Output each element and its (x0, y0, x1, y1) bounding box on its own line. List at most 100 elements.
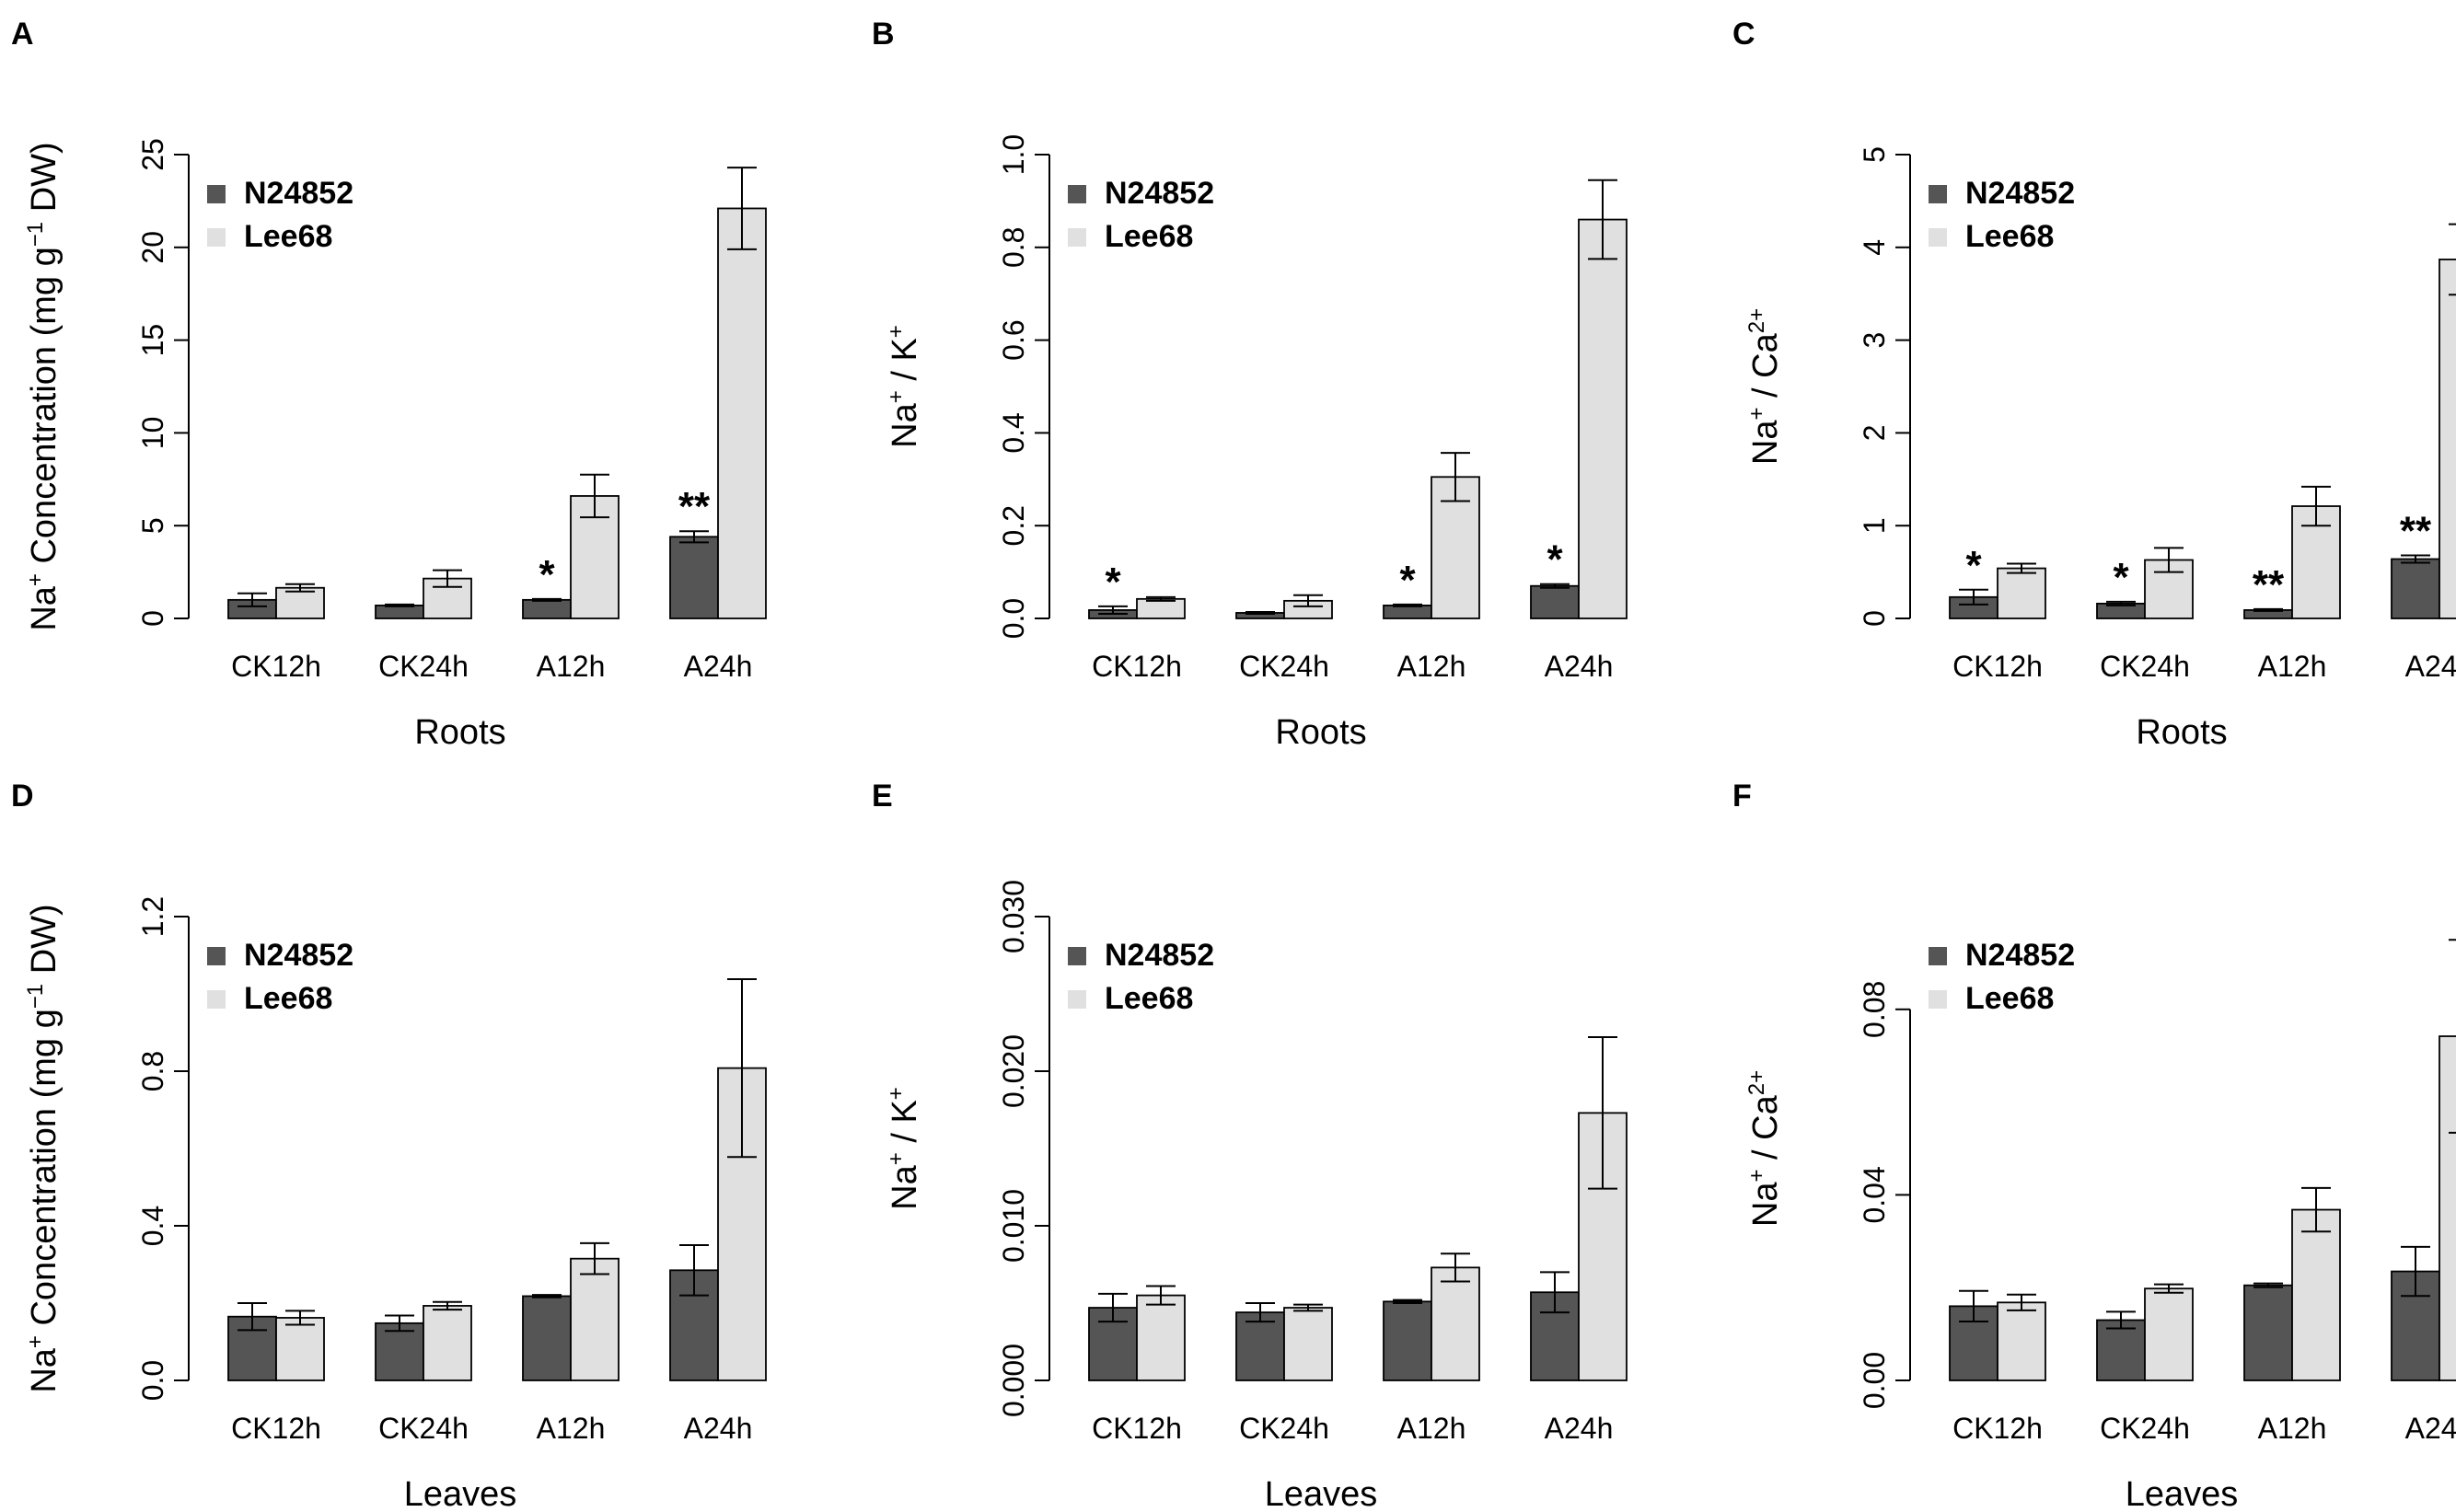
x-tick-label: A24h (2405, 1412, 2456, 1445)
panel-d: D 0.0 0.4 0.8 1.2 Na+ Concentration (mg g−1 D… (11, 779, 767, 1512)
y-tick-label: 15 (136, 324, 169, 357)
significance-marker: ** (678, 484, 711, 529)
bar (2243, 1284, 2293, 1381)
bar (1578, 218, 1628, 619)
legend-label: Lee68 (1105, 981, 1193, 1016)
x-tick-label: CK12h (231, 1412, 321, 1445)
y-title-sup: + (1744, 1170, 1769, 1183)
x-tick-label: CK24h (378, 1412, 469, 1445)
bar (2439, 259, 2456, 619)
bar (1136, 1294, 1186, 1381)
x-tick-label: CK24h (1239, 1412, 1329, 1445)
x-tick-label: A12h (537, 1412, 606, 1445)
panel-letter: B (872, 17, 895, 52)
y-tick-label: 1.2 (136, 896, 169, 937)
y-title-sup: + (884, 1087, 909, 1100)
panel-b: B0.00.20.40.60.81.0Na+ / K+N24852Lee68*C… (872, 17, 1628, 752)
y-tick-label: 2 (1858, 425, 1891, 442)
y-title-end: DW) (25, 904, 64, 984)
y-tick-label: 10 (136, 417, 169, 450)
y-tick-label: 0.0 (136, 1360, 169, 1401)
legend-swatch (1929, 185, 1947, 203)
legend-label: N24852 (1965, 176, 2075, 211)
y-tick-label: 0.2 (997, 505, 1030, 546)
legend-label: Lee68 (1965, 219, 2054, 254)
y-tick-label: 5 (136, 517, 169, 534)
x-tick-label: A24h (1545, 650, 1614, 683)
panel-c: C 0 1 2 3 4 5 Na+ / Ca2+ N24852 Lee68 * CK12h * CK24h… (1732, 17, 2456, 752)
y-title-sup: + (884, 1152, 909, 1165)
bar (522, 1295, 572, 1381)
bar (717, 207, 767, 619)
legend-swatch (1068, 228, 1086, 247)
x-tick-label: CK12h (231, 650, 321, 683)
y-title-sup: + (1744, 408, 1769, 421)
significance-marker: * (539, 552, 555, 597)
x-axis-title: Leaves (1265, 1475, 1378, 1512)
bar (1235, 1311, 1285, 1381)
legend-label: N24852 (244, 938, 353, 973)
y-title-main: Na (25, 1347, 64, 1392)
y-axis-title: Na+ Concentration (mg g−1 DW) (23, 142, 64, 630)
y-title-rest: Concentration (mg g (25, 1009, 64, 1335)
y-title-main: Na (25, 585, 64, 630)
y-title-main: Na (1746, 1182, 1785, 1227)
legend-label: Lee68 (1105, 219, 1193, 254)
bar (522, 598, 572, 619)
y-title-rest: / K (886, 338, 924, 390)
x-axis-title: Roots (1275, 713, 1366, 752)
y-tick-label: 0 (1858, 610, 1891, 627)
x-tick-label: A12h (2258, 1412, 2327, 1445)
bar (1997, 567, 2046, 619)
x-tick-label: A12h (2258, 650, 2327, 683)
bar (2291, 1208, 2341, 1381)
legend-label: Lee68 (1965, 981, 2054, 1016)
y-tick-label: 20 (136, 231, 169, 264)
y-tick-label: 1 (1858, 517, 1891, 534)
x-tick-label: CK24h (2100, 650, 2190, 683)
x-axis-title: Roots (2136, 713, 2227, 752)
y-tick-label: 5 (1858, 146, 1891, 163)
y-title-sup: −1 (23, 222, 48, 247)
bar (1283, 1307, 1333, 1381)
bar (1997, 1301, 2046, 1381)
bar (1383, 1300, 1432, 1381)
legend-swatch (207, 185, 226, 203)
panel-letter: A (11, 17, 34, 52)
bar (275, 586, 325, 619)
legend-swatch (1929, 947, 1947, 965)
y-title-rest: / K (886, 1100, 924, 1152)
y-tick-label: 25 (136, 138, 169, 171)
legend-swatch (207, 228, 226, 247)
bar (2096, 1319, 2146, 1381)
x-tick-label: A24h (684, 650, 753, 683)
legend-swatch (1068, 185, 1086, 203)
bar (2439, 1035, 2456, 1381)
y-title-sup: 2+ (1744, 308, 1769, 333)
x-tick-label: CK12h (1952, 650, 2043, 683)
x-axis-title: Leaves (2126, 1475, 2239, 1512)
x-tick-label: CK12h (1092, 650, 1182, 683)
significance-marker: * (1105, 560, 1121, 605)
y-title-main: Na (886, 1164, 924, 1209)
y-tick-label: 0.020 (997, 1034, 1030, 1108)
y-tick-label: 1.0 (997, 134, 1030, 175)
y-tick-label: 0.030 (997, 880, 1030, 953)
significance-marker: * (1965, 543, 1982, 588)
legend-swatch (1929, 990, 1947, 1009)
x-tick-label: A12h (1397, 650, 1466, 683)
significance-marker: * (1547, 537, 1563, 583)
y-title-sup: + (884, 390, 909, 403)
y-title-main: Na (886, 402, 924, 447)
y-tick-label: 0.4 (997, 412, 1030, 453)
y-tick-label: 0.00 (1858, 1352, 1891, 1409)
panel-letter: D (11, 779, 34, 814)
x-tick-label: CK24h (378, 650, 469, 683)
x-tick-label: A12h (1397, 1412, 1466, 1445)
y-tick-label: 0.4 (136, 1206, 169, 1246)
x-tick-label: CK24h (2100, 1412, 2190, 1445)
legend-swatch (207, 990, 226, 1009)
x-axis-title: Leaves (404, 1475, 517, 1512)
x-axis-title: Roots (414, 713, 505, 752)
